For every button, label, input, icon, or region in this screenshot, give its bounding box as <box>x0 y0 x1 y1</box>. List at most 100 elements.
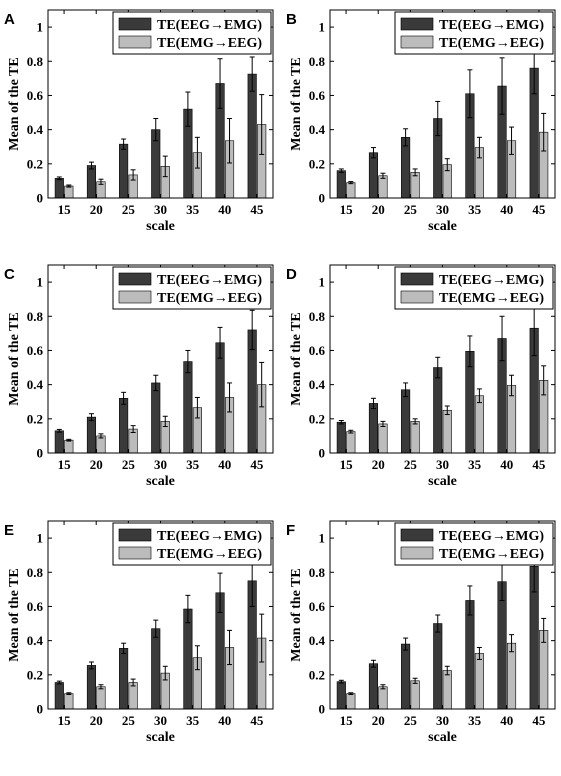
y-tick-label: 0.2 <box>27 667 43 682</box>
x-tick-label: 35 <box>468 202 482 217</box>
bar-eeg-to-emg <box>86 665 97 710</box>
x-tick-label: 45 <box>250 202 264 217</box>
y-tick-label: 0.6 <box>309 88 326 103</box>
x-tick-label: 15 <box>340 713 354 728</box>
y-tick-label: 0.2 <box>309 667 325 682</box>
x-tick-label: 15 <box>58 713 72 728</box>
panel-label: F <box>286 522 295 539</box>
y-tick-label: 0.6 <box>27 343 44 358</box>
y-tick-label: 0.6 <box>309 343 326 358</box>
x-tick-label: 30 <box>154 457 167 472</box>
x-tick-label: 35 <box>186 202 200 217</box>
x-tick-label: 25 <box>404 713 418 728</box>
x-axis-title: scale <box>428 219 457 234</box>
bar-eeg-to-emg <box>368 663 379 710</box>
y-tick-label: 1 <box>319 275 326 290</box>
bar-emg-to-eeg <box>378 423 388 454</box>
legend: TE(EEG→EMG) TE(EMG→EEG) <box>394 522 554 566</box>
y-axis-title: Mean of the TE <box>289 57 304 150</box>
x-tick-label: 40 <box>500 713 513 728</box>
y-tick-label: 0.8 <box>309 54 326 69</box>
x-axis-title: scale <box>428 474 457 489</box>
legend-label: TE(EMG→EEG) <box>439 547 544 562</box>
x-tick-label: 15 <box>340 457 354 472</box>
bar-emg-to-eeg <box>96 435 106 454</box>
bar-eeg-to-emg <box>119 143 129 199</box>
x-tick-label: 20 <box>90 202 103 217</box>
y-tick-label: 0.6 <box>309 599 326 614</box>
x-tick-label: 25 <box>122 457 136 472</box>
y-axis-title: Mean of the TE <box>289 312 304 405</box>
bar-eeg-to-emg <box>183 361 193 454</box>
bar-emg-to-eeg <box>442 409 452 454</box>
y-tick-label: 0 <box>37 446 44 461</box>
panel-label: B <box>286 11 297 28</box>
bar-eeg-to-emg <box>465 600 475 710</box>
x-tick-label: 25 <box>404 202 418 217</box>
bar-eeg-to-emg <box>247 73 257 199</box>
bar-eeg-to-emg <box>368 403 379 454</box>
y-tick-label: 1 <box>37 20 44 35</box>
x-tick-label: 15 <box>58 202 72 217</box>
y-tick-label: 0.8 <box>309 565 326 580</box>
legend-label: TE(EEG→EMG) <box>439 529 544 544</box>
x-tick-label: 45 <box>250 713 264 728</box>
x-tick-label: 20 <box>90 457 103 472</box>
legend-label: TE(EEG→EMG) <box>157 18 262 33</box>
x-tick-label: 30 <box>154 713 167 728</box>
y-tick-label: 0 <box>37 191 44 206</box>
x-tick-label: 20 <box>372 202 385 217</box>
bar-eeg-to-emg <box>119 648 129 710</box>
legend: TE(EEG→EMG) TE(EMG→EEG) <box>112 11 272 55</box>
bar-emg-to-eeg <box>128 682 138 710</box>
x-tick-label: 35 <box>468 457 482 472</box>
x-tick-label: 25 <box>122 713 136 728</box>
y-tick-label: 0.6 <box>27 599 44 614</box>
y-tick-label: 0 <box>37 702 44 717</box>
panel-label: D <box>286 266 297 283</box>
y-tick-label: 0.4 <box>309 633 326 648</box>
legend-label: TE(EMG→EEG) <box>157 291 262 306</box>
bar-emg-to-eeg <box>346 693 356 710</box>
bar-emg-to-eeg <box>474 653 484 710</box>
y-tick-label: 0.2 <box>309 156 325 171</box>
bar-eeg-to-emg <box>368 152 379 199</box>
x-tick-label: 40 <box>218 457 231 472</box>
x-tick-label: 45 <box>532 457 546 472</box>
y-tick-label: 0.2 <box>27 156 43 171</box>
x-tick-label: 45 <box>532 713 546 728</box>
x-tick-label: 40 <box>500 457 513 472</box>
x-axis-title: scale <box>146 730 175 745</box>
y-tick-label: 0 <box>319 191 326 206</box>
legend-swatch <box>118 17 152 31</box>
legend-swatch <box>400 290 434 304</box>
y-tick-label: 1 <box>319 531 326 546</box>
y-tick-label: 0.4 <box>27 633 44 648</box>
legend-swatch <box>400 17 434 31</box>
bar-eeg-to-emg <box>336 681 346 710</box>
legend-swatch <box>400 546 434 560</box>
legend-label: TE(EMG→EEG) <box>439 36 544 51</box>
bar-eeg-to-emg <box>54 682 64 710</box>
x-tick-label: 30 <box>436 457 449 472</box>
x-tick-label: 30 <box>154 202 167 217</box>
legend: TE(EEG→EMG) TE(EMG→EEG) <box>394 11 554 55</box>
x-tick-label: 40 <box>218 713 231 728</box>
bar-eeg-to-emg <box>54 430 64 454</box>
bar-emg-to-eeg <box>96 686 106 710</box>
x-tick-label: 35 <box>186 713 200 728</box>
y-tick-label: 0.8 <box>309 309 326 324</box>
x-tick-label: 25 <box>122 202 136 217</box>
x-tick-label: 30 <box>436 713 449 728</box>
y-tick-label: 0.4 <box>27 122 44 137</box>
legend-swatch <box>118 528 152 542</box>
bar-emg-to-eeg <box>64 185 74 199</box>
x-tick-label: 45 <box>250 457 264 472</box>
bar-emg-to-eeg <box>378 686 388 710</box>
x-tick-label: 35 <box>186 457 200 472</box>
bar-eeg-to-emg <box>215 342 225 454</box>
bar-eeg-to-emg <box>119 398 129 454</box>
y-tick-label: 1 <box>37 531 44 546</box>
chart-panel-e: E 0 0.2 0.4 0.6 0.8 1 15 20 25 30 35 40 45 scale Mean o… <box>4 520 274 745</box>
bar-eeg-to-emg <box>54 178 64 199</box>
